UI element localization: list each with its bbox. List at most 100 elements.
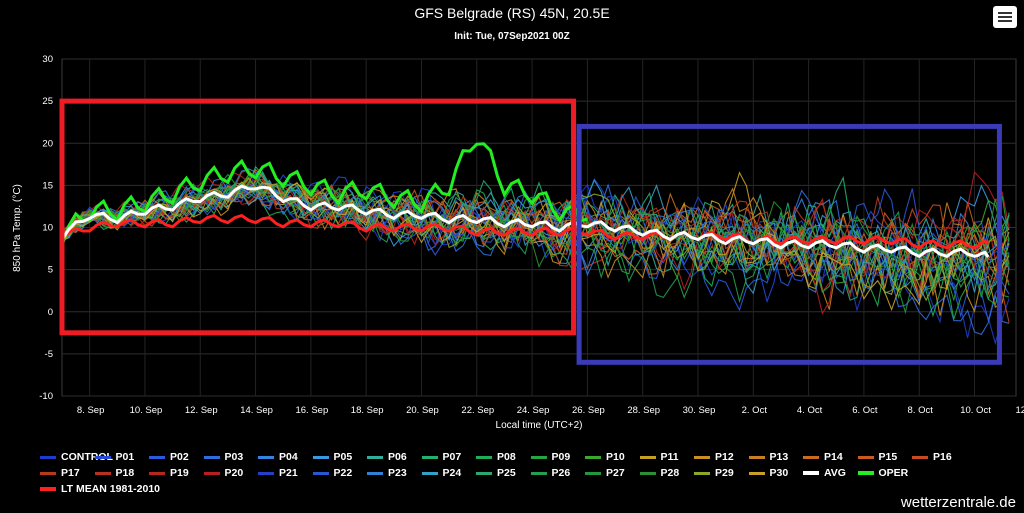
legend-item[interactable]: P05 xyxy=(312,449,352,465)
x-tick-label: 12. Oct xyxy=(1016,405,1024,416)
x-axis-label: Local time (UTC+2) xyxy=(496,420,583,431)
y-axis-ticks: -10 -5 0 5 10 15 20 25 30 xyxy=(39,54,53,402)
legend-swatch xyxy=(367,455,383,459)
legend-item[interactable]: P23 xyxy=(367,465,407,481)
legend-label: P28 xyxy=(660,467,680,479)
legend-item[interactable]: P09 xyxy=(530,449,571,465)
x-tick-label: 26. Sep xyxy=(572,405,605,416)
y-tick-label: 25 xyxy=(42,96,53,107)
legend-item[interactable]: P29 xyxy=(694,465,734,481)
legend-swatch xyxy=(912,455,928,459)
legend-swatch xyxy=(203,471,220,475)
legend-item[interactable]: P11 xyxy=(639,449,679,465)
legend-item[interactable]: P13 xyxy=(748,449,788,465)
legend-item[interactable]: P08 xyxy=(476,449,516,465)
legend-swatch xyxy=(258,455,274,459)
legend-swatch xyxy=(421,455,438,459)
legend-item[interactable]: P25 xyxy=(476,465,516,481)
x-tick-label: 8. Sep xyxy=(77,405,104,416)
legend-label: P14 xyxy=(824,451,843,463)
legend-item[interactable]: P07 xyxy=(421,449,462,465)
legend-item[interactable]: P04 xyxy=(258,449,298,465)
ensemble-member-line xyxy=(61,185,1010,303)
legend-item[interactable]: P27 xyxy=(585,465,625,481)
legend-swatch xyxy=(694,471,710,475)
ensemble-member-line xyxy=(61,181,1010,312)
legend-item[interactable]: CONTROL xyxy=(40,449,113,465)
legend-label: P06 xyxy=(388,451,407,463)
legend-label: P19 xyxy=(170,467,189,479)
legend-swatch xyxy=(748,471,765,475)
legend-label: P07 xyxy=(442,451,462,463)
legend-item[interactable]: AVG xyxy=(803,465,846,481)
legend-item[interactable]: P16 xyxy=(912,449,952,465)
legend-label: P09 xyxy=(551,451,571,463)
legend-label: P02 xyxy=(170,451,189,463)
legend-item[interactable]: P06 xyxy=(367,449,407,465)
x-tick-label: 16. Sep xyxy=(295,405,328,416)
x-tick-label: 10. Oct xyxy=(960,405,991,416)
legend-label: P16 xyxy=(933,451,952,463)
series-line-lt-mean-1981-2010 xyxy=(60,213,990,250)
legend-label: P10 xyxy=(606,451,625,463)
x-tick-label: 8. Oct xyxy=(908,405,934,416)
legend-swatch xyxy=(40,471,56,475)
legend-swatch xyxy=(639,455,656,459)
legend-item[interactable]: P28 xyxy=(639,465,680,481)
x-tick-label: 6. Oct xyxy=(852,405,878,416)
legend-item[interactable]: P26 xyxy=(530,465,570,481)
x-tick-label: 12. Sep xyxy=(185,405,218,416)
highlight-boxes xyxy=(59,98,1002,365)
chart-title: GFS Belgrade (RS) 45N, 20.5E xyxy=(414,5,610,21)
legend-swatch xyxy=(149,455,165,459)
legend-label: P27 xyxy=(606,467,625,479)
x-tick-label: 2. Oct xyxy=(742,405,768,416)
legend-swatch xyxy=(694,455,710,459)
legend-item[interactable]: P22 xyxy=(312,465,352,481)
legend-swatch xyxy=(94,471,111,475)
legend-item[interactable]: P17 xyxy=(40,465,80,481)
legend-label: P12 xyxy=(715,451,734,463)
legend-item[interactable]: P02 xyxy=(149,449,189,465)
x-tick-label: 30. Sep xyxy=(683,405,716,416)
legend-label: OPER xyxy=(878,467,909,479)
legend-item[interactable]: P14 xyxy=(803,449,843,465)
ensemble-member-line xyxy=(61,171,1010,315)
y-tick-label: 10 xyxy=(42,223,53,234)
legend-label: P21 xyxy=(279,467,298,479)
ensemble-member-line xyxy=(61,172,1010,301)
legend-label: P01 xyxy=(115,451,135,463)
legend-label: P11 xyxy=(660,451,679,463)
x-tick-label: 14. Sep xyxy=(240,405,273,416)
legend-label: P23 xyxy=(388,467,407,479)
legend-swatch xyxy=(149,471,165,475)
legend-swatch xyxy=(585,455,601,459)
legend-label: LT MEAN 1981-2010 xyxy=(61,483,161,495)
legend-swatch xyxy=(40,487,56,491)
hamburger-menu-icon[interactable] xyxy=(993,6,1017,28)
legend-item[interactable]: P01 xyxy=(94,449,135,465)
legend-swatch xyxy=(585,471,601,475)
legend-swatch xyxy=(258,471,274,475)
legend-item[interactable]: P15 xyxy=(857,449,897,465)
legend-label: P30 xyxy=(769,467,789,479)
x-axis-ticks: 8. Sep 10. Sep 12. Sep 14. Sep 16. Sep 18. Se… xyxy=(77,405,1024,416)
legend-item[interactable]: P03 xyxy=(203,449,243,465)
legend-item[interactable]: LT MEAN 1981-2010 xyxy=(40,481,160,497)
legend-item[interactable]: OPER xyxy=(857,465,909,481)
legend-item[interactable]: P20 xyxy=(203,465,243,481)
legend-item[interactable]: P30 xyxy=(748,465,789,481)
x-tick-label: 24. Sep xyxy=(517,405,550,416)
legend-item[interactable]: P12 xyxy=(694,449,734,465)
x-tick-label: 22. Sep xyxy=(461,405,494,416)
legend-label: P24 xyxy=(442,467,462,479)
legend-item[interactable]: P24 xyxy=(421,465,462,481)
legend-item[interactable]: P19 xyxy=(149,465,189,481)
legend-item[interactable]: P18 xyxy=(94,465,134,481)
legend-item[interactable]: P21 xyxy=(258,465,298,481)
legend-item[interactable]: P10 xyxy=(585,449,625,465)
legend-label: P04 xyxy=(279,451,298,463)
legend-label: AVG xyxy=(824,467,846,479)
legend-label: P29 xyxy=(715,467,734,479)
